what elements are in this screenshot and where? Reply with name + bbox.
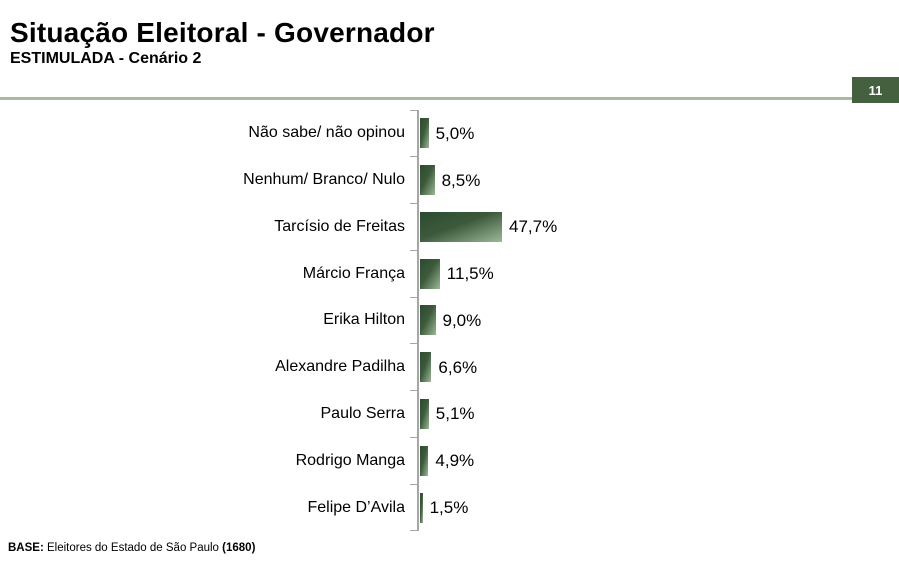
value-label: 8,5%: [441, 170, 481, 190]
category-label: Márcio França: [302, 264, 405, 282]
value-label: 47,7%: [509, 217, 558, 237]
bar-area: 5,0%: [410, 109, 899, 157]
bar: [420, 398, 429, 429]
page-number-badge: 11: [852, 77, 899, 103]
value-label: 4,9%: [435, 451, 475, 471]
bar-chart: Não sabe/ não opinou 5,0% Nenhum/ Branco…: [0, 109, 899, 532]
bar-area: 8,5%: [410, 156, 899, 204]
bar-area: 11,5%: [410, 249, 899, 298]
page-subtitle: ESTIMULADA - Cenário 2: [10, 50, 202, 67]
bar-area: 1,5%: [410, 483, 899, 532]
bar: [420, 492, 423, 523]
chart-row: Rodrigo Manga 4,9%: [0, 436, 899, 485]
chart-row: Não sabe/ não opinou 5,0%: [0, 109, 899, 157]
value-label: 1,5%: [429, 498, 469, 517]
base-note-label: BASE:: [8, 542, 44, 554]
base-note: BASE: Eleitores do Estado de São Paulo (…: [8, 542, 255, 555]
value-label: 5,1%: [435, 404, 475, 424]
chart-row: Nenhum/ Branco/ Nulo 8,5%: [0, 156, 899, 204]
chart-row: Paulo Serra 5,1%: [0, 390, 899, 438]
value-label: 11,5%: [446, 264, 494, 284]
base-note-text: Eleitores do Estado de São Paulo: [43, 542, 223, 554]
value-label: 9,0%: [442, 310, 482, 330]
base-note-count: (1680): [222, 542, 256, 554]
bar: [420, 165, 435, 196]
category-label: Erika Hilton: [323, 311, 405, 329]
bar-area: 9,0%: [410, 296, 899, 344]
bar: [420, 211, 502, 242]
bar: [420, 118, 429, 149]
category-label: Nenhum/ Branco/ Nulo: [243, 171, 405, 189]
bar: [420, 352, 432, 383]
bar-area: 5,1%: [410, 390, 899, 438]
bar-area: 4,9%: [410, 436, 899, 485]
category-label: Rodrigo Manga: [295, 451, 405, 469]
category-label: Tarcísio de Freitas: [274, 217, 405, 235]
bar: [420, 305, 436, 336]
chart-row: Tarcísio de Freitas 47,7%: [0, 203, 899, 251]
category-label: Não sabe/ não opinou: [248, 124, 405, 142]
bar: [420, 258, 440, 289]
bar: [420, 445, 429, 476]
value-label: 5,0%: [435, 123, 475, 143]
chart-row: Alexandre Padilha 6,6%: [0, 343, 899, 391]
value-label: 6,6%: [438, 357, 478, 377]
category-label: Paulo Serra: [320, 404, 406, 422]
header-separator-line: [0, 97, 899, 100]
bar-area: 6,6%: [410, 343, 899, 391]
chart-row: Felipe D’Avila 1,5%: [0, 483, 899, 532]
page-title: Situação Eleitoral - Governador: [10, 17, 435, 48]
chart-row: Erika Hilton 9,0%: [0, 296, 899, 344]
chart-row: Márcio França 11,5%: [0, 249, 899, 298]
bar-area: 47,7%: [410, 203, 899, 251]
category-label: Felipe D’Avila: [307, 498, 405, 516]
category-label: Alexandre Padilha: [275, 358, 405, 376]
